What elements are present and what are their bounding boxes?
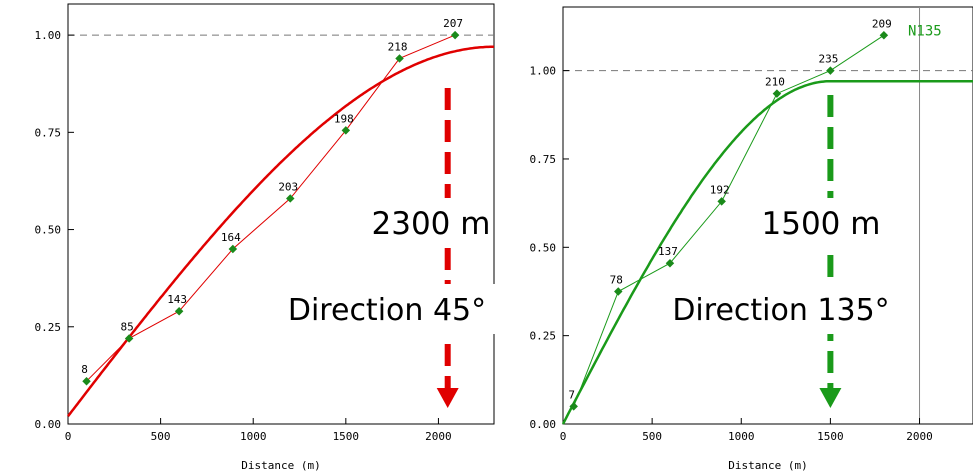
- x-tick-label: 500: [151, 430, 171, 443]
- x-tick-label: 1500: [817, 430, 844, 443]
- range-arrow-head: [436, 388, 459, 408]
- plot-frame: [562, 6, 973, 425]
- y-tick-label: 0.25: [35, 321, 62, 334]
- point-label: 78: [610, 273, 623, 286]
- model-curve: [561, 79, 973, 425]
- y-tick-label: 0.25: [530, 330, 557, 343]
- point-label: 198: [334, 112, 354, 125]
- data-point: [826, 66, 835, 75]
- range-label-bg: [748, 198, 894, 248]
- x-axis-title: Distance (m): [728, 459, 807, 472]
- series-tag: N135: [908, 24, 942, 40]
- x-tick-label: 1500: [333, 430, 360, 443]
- data-point: [614, 287, 623, 296]
- direction-label: Direction 135°: [672, 293, 889, 328]
- experimental-line: [86, 34, 456, 382]
- x-axis-title: Distance (m): [241, 459, 320, 472]
- range-arrow-head: [819, 388, 842, 408]
- x-tick-label: 2000: [906, 430, 933, 443]
- y-tick-label: 0.50: [530, 241, 557, 254]
- point-label: 235: [818, 53, 838, 66]
- variogram-panel-direction-135: 0.00 0.25 0.50 0.75 1.00 0 500 1000 1500 2000 Dist…: [530, 6, 973, 472]
- model-curve: [67, 45, 494, 417]
- point-label: 8: [81, 363, 88, 376]
- data-point: [228, 244, 238, 254]
- data-point: [395, 54, 404, 63]
- plot-frame: [67, 3, 495, 425]
- y-tick-label: 0.00: [530, 418, 557, 431]
- data-point: [569, 402, 578, 411]
- point-label: 218: [388, 40, 408, 53]
- data-point: [82, 376, 91, 386]
- range-label: 1500 m: [762, 206, 881, 242]
- point-label: 164: [221, 231, 241, 244]
- y-tick-label: 0.75: [530, 153, 557, 166]
- data-point: [124, 334, 134, 343]
- point-label: 192: [710, 183, 730, 196]
- point-label: 207: [443, 17, 463, 30]
- data-point: [665, 258, 675, 268]
- y-tick-label: 0.00: [35, 418, 62, 431]
- point-label: 7: [568, 388, 575, 401]
- point-label: 203: [278, 180, 298, 193]
- data-point: [772, 89, 782, 98]
- x-tick-label: 1000: [728, 430, 755, 443]
- x-tick-label: 1000: [240, 430, 267, 443]
- x-tick-label: 0: [65, 430, 72, 443]
- data-point: [341, 126, 351, 135]
- y-tick-label: 0.50: [35, 224, 62, 237]
- point-label: 210: [765, 76, 785, 89]
- data-point: [450, 30, 460, 40]
- x-tick-label: 500: [642, 430, 662, 443]
- point-label: 85: [120, 320, 133, 333]
- x-tick-label: 2000: [425, 430, 452, 443]
- y-tick-label: 1.00: [530, 65, 557, 78]
- data-point: [879, 31, 889, 40]
- point-label: 209: [872, 17, 892, 30]
- data-point: [286, 194, 295, 203]
- direction-label-bg: [276, 284, 498, 334]
- y-tick-label: 1.00: [35, 29, 62, 42]
- point-label: 143: [167, 293, 187, 306]
- y-tick-label: 0.75: [35, 126, 62, 139]
- range-label: 2300 m: [372, 206, 491, 242]
- direction-label-bg: [656, 284, 906, 334]
- x-tick-label: 0: [560, 430, 567, 443]
- point-label: 137: [658, 245, 678, 258]
- variogram-panel-direction-45: 0.00 0.25 0.50 0.75 1.00 0 500 1000 1500 2000 Dist…: [35, 3, 498, 472]
- data-point: [174, 306, 184, 316]
- range-label-bg: [372, 198, 490, 248]
- direction-label: Direction 45°: [288, 293, 486, 328]
